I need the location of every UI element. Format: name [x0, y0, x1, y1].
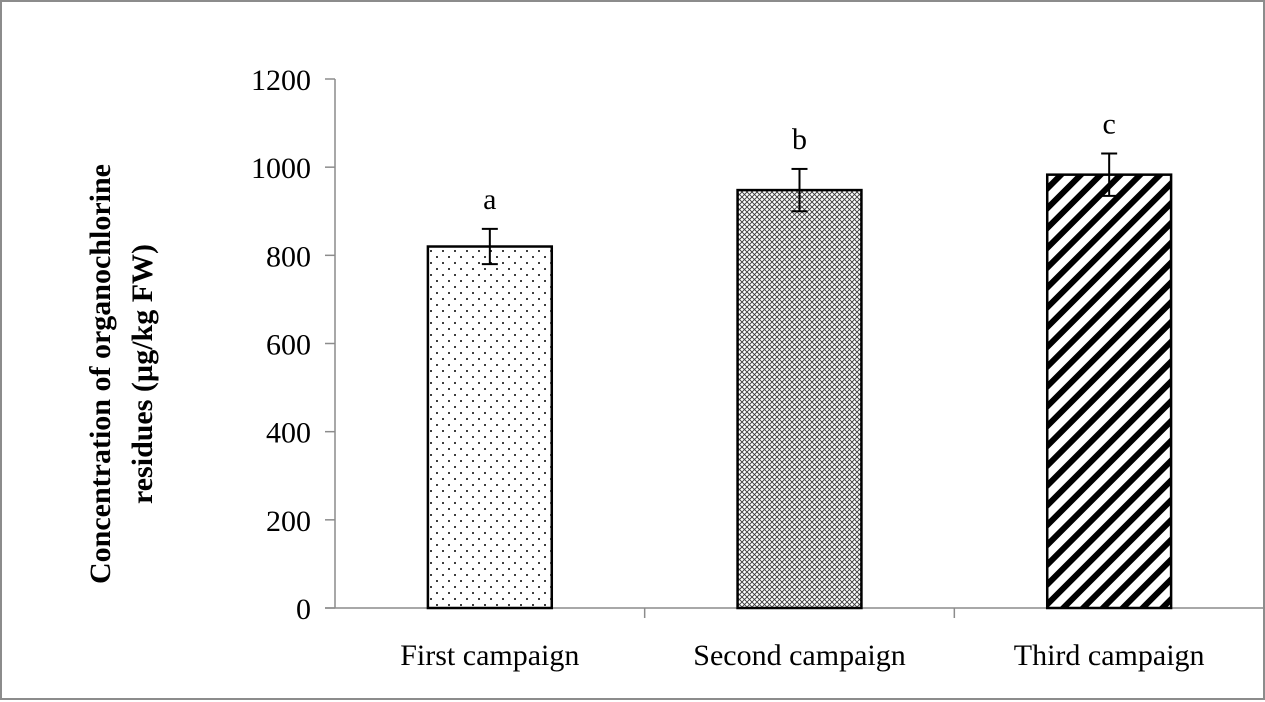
bar-1	[426, 245, 554, 610]
bar-3	[1045, 173, 1173, 610]
y-axis-title-line-2: residues (µg/kg FW)	[126, 244, 159, 504]
y-axis-title-line-1: Concentration of organochlorine	[84, 164, 117, 584]
x-category-label: First campaign	[400, 639, 579, 672]
y-tick-label: 200	[266, 505, 311, 538]
y-tick-label: 600	[266, 329, 311, 362]
significance-letter: c	[1103, 108, 1116, 141]
error-bar	[791, 167, 808, 213]
error-bar	[481, 227, 498, 266]
bars: a b c	[426, 108, 1173, 610]
y-tick-label: 0	[296, 593, 311, 626]
y-tick-label: 800	[266, 240, 311, 273]
x-category-label: Third campaign	[1014, 639, 1205, 672]
x-axis: First campaign Second campaign Third campa…	[325, 607, 1264, 672]
y-axis: 0 200 400 600 800 1000 1200	[251, 64, 336, 626]
y-tick-label: 1000	[251, 152, 311, 185]
significance-letter: b	[792, 123, 807, 156]
y-tick-label: 1200	[251, 64, 311, 97]
significance-letter: a	[483, 183, 496, 216]
error-bar	[1101, 152, 1118, 197]
x-category-label: Second campaign	[693, 639, 905, 672]
y-tick-label: 400	[266, 417, 311, 450]
bar-2	[736, 188, 863, 610]
y-axis-title: Concentration of organochlorine residues…	[84, 164, 159, 584]
